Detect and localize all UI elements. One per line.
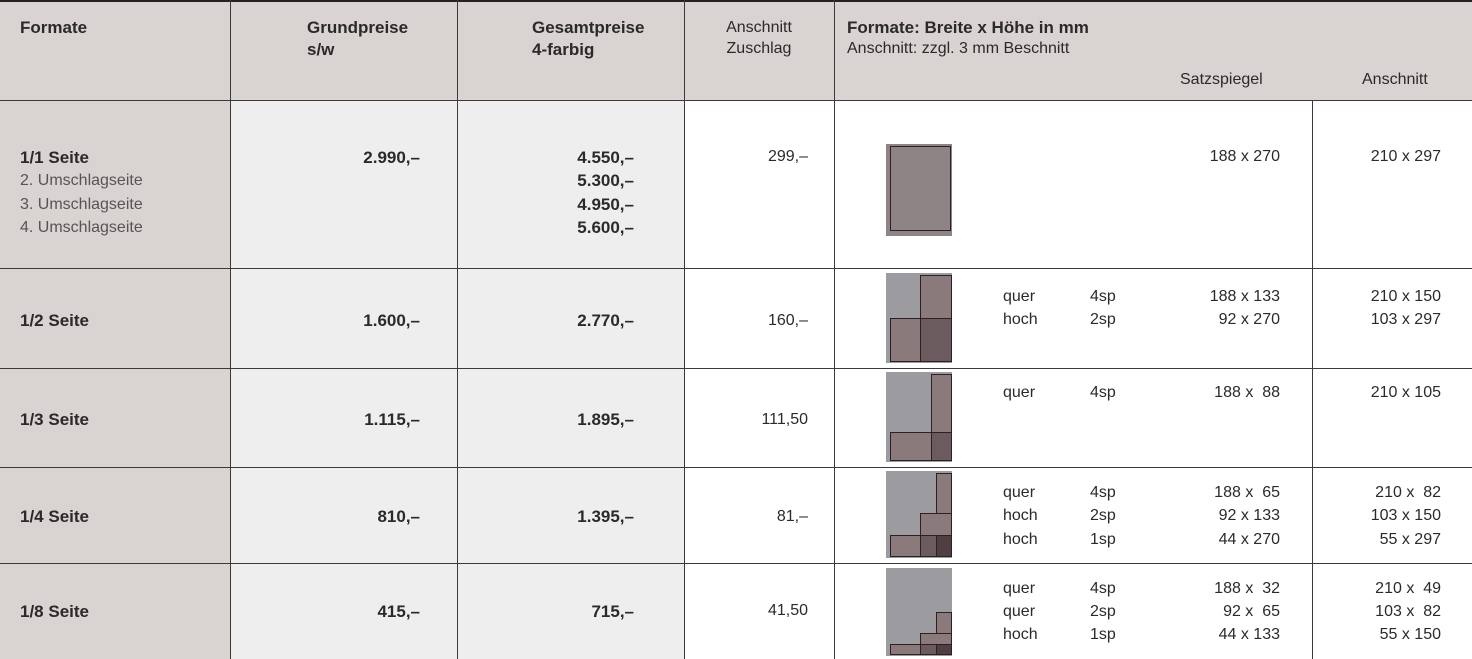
row-3-f1-ansch: 210 x 105 [1370,384,1441,401]
row-4-f2-cols: 2sp [1090,507,1116,524]
header-rule [0,100,1472,101]
row-1-sub-3: 4. Umschlagseite [20,219,143,236]
row-4-f1-satz: 188 x 65 [1214,484,1280,501]
row-rule-4 [0,563,1472,564]
row-2-gesamt: 2.770,– [577,311,634,330]
row-4-f1-orient: quer [1003,484,1036,501]
row-5-f1-orient: quer [1003,580,1036,597]
row-4-grund: 810,– [377,507,420,526]
row-3-f1-cols: 4sp [1090,384,1116,401]
header-anschnitt-2: Zuschlag [726,40,792,57]
row-5-f2-orient: quer [1003,603,1036,620]
row-5-f3-ansch: 55 x 150 [1379,626,1441,643]
row-1-gesamt-2: 5.300,– [577,171,634,190]
header-anschnitt-1: Anschnitt [726,19,792,36]
row-5-gesamt: 715,– [591,602,634,621]
row-5-name: 1/8 Seite [20,602,89,621]
row-3-f1-satz: 188 x 88 [1214,384,1280,401]
row-5-f1-cols: 4sp [1090,580,1116,597]
header-satzspiegel: Satzspiegel [1180,71,1263,88]
row-1-satz: 188 x 270 [1209,148,1280,165]
row-3-grund: 1.115,– [364,410,420,429]
row-3-name: 1/3 Seite [20,410,89,429]
row-2-zuschlag: 160,– [767,312,808,329]
row-2-grund: 1.600,– [363,311,420,330]
header-grundpreise-1: Grundpreise [307,18,409,37]
header-anschnitt-col: Anschnitt [1362,71,1428,88]
row-4-f3-satz: 44 x 270 [1218,531,1280,548]
header-grundpreise-2: s/w [307,40,335,59]
row-5-f3-orient: hoch [1003,626,1038,643]
row-3-gesamt: 1.895,– [577,410,634,429]
grundpreise-column-background [230,100,457,659]
row-4-zuschlag: 81,– [776,508,808,525]
row-1-sub-2: 3. Umschlagseite [20,196,143,213]
row-2-f2-cols: 2sp [1090,311,1116,328]
row-4-name: 1/4 Seite [20,507,89,526]
row-2-f1-cols: 4sp [1090,288,1116,305]
col-divider-4 [834,0,835,659]
header-format-sub: Anschnitt: zzgl. 3 mm Beschnitt [847,40,1070,57]
row-4-gesamt: 1.395,– [577,507,634,526]
row-2-f1-ansch: 210 x 150 [1370,288,1441,305]
third-page-icon [886,372,952,462]
eighth-page-icon [886,568,952,656]
row-rule-1 [0,268,1472,269]
row-5-f1-satz: 188 x 32 [1214,580,1280,597]
row-2-f2-orient: hoch [1003,311,1038,328]
row-2-f1-satz: 188 x 133 [1209,288,1280,305]
header-format-title: Formate: Breite x Höhe in mm [847,18,1089,37]
row-5-grund: 415,– [377,602,420,621]
row-4-f2-orient: hoch [1003,507,1038,524]
row-3-f1-orient: quer [1003,384,1036,401]
row-2-name: 1/2 Seite [20,311,89,330]
row-1-sub-1: 2. Umschlagseite [20,172,143,189]
row-1-grund: 2.990,– [363,148,420,167]
row-rule-2 [0,368,1472,369]
row-1-gesamt-3: 4.950,– [577,195,634,214]
header-formate: Formate [20,18,88,37]
row-5-f2-cols: 2sp [1090,603,1116,620]
row-rule-3 [0,467,1472,468]
row-4-f3-ansch: 55 x 297 [1379,531,1441,548]
row-1-zuschlag: 299,– [767,148,808,165]
header-background [0,0,1472,100]
row-5-f2-ansch: 103 x 82 [1375,603,1441,620]
col-divider-5 [1312,100,1313,659]
row-5-f2-satz: 92 x 65 [1223,603,1280,620]
row-5-f1-ansch: 210 x 49 [1375,580,1441,597]
row-2-f1-orient: quer [1003,288,1036,305]
row-2-f2-ansch: 103 x 297 [1370,311,1441,328]
gesamtpreise-column-background [457,100,684,659]
top-rule [0,0,1472,2]
full-page-icon [886,144,952,236]
quarter-page-icon [886,471,952,558]
row-5-f3-cols: 1sp [1090,626,1116,643]
row-4-f2-satz: 92 x 133 [1218,507,1280,524]
row-1-ansch: 210 x 297 [1370,148,1441,165]
row-4-f1-cols: 4sp [1090,484,1116,501]
row-4-f3-orient: hoch [1003,531,1038,548]
row-1-gesamt-1: 4.550,– [577,148,634,167]
row-2-f2-satz: 92 x 270 [1218,311,1280,328]
row-5-f3-satz: 44 x 133 [1218,626,1280,643]
half-page-icon [886,273,952,363]
formate-column-background [0,100,230,659]
header-gesamtpreise-1: Gesamtpreise [532,18,645,37]
row-1-gesamt-4: 5.600,– [577,218,634,237]
header-gesamtpreise-2: 4-farbig [532,40,595,59]
row-4-f3-cols: 1sp [1090,531,1116,548]
col-divider-2 [457,0,458,659]
row-5-zuschlag: 41,50 [767,602,808,619]
col-divider-1 [230,0,231,659]
row-3-zuschlag: 111,50 [761,411,808,428]
col-divider-3 [684,0,685,659]
row-4-f2-ansch: 103 x 150 [1370,507,1441,524]
row-4-f1-ansch: 210 x 82 [1375,484,1441,501]
row-1-name: 1/1 Seite [20,148,89,167]
